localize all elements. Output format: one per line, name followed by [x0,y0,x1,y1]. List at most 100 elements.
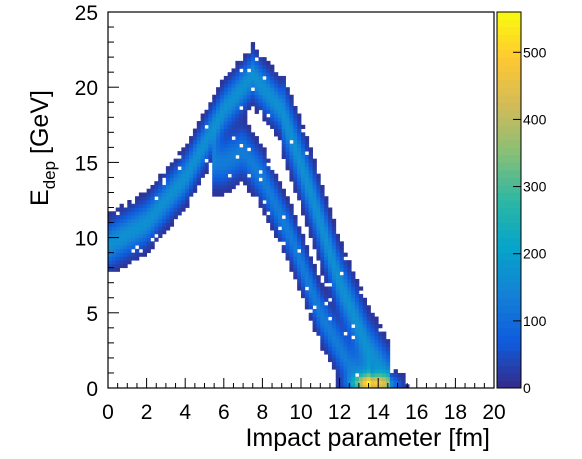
heatmap-cell [162,211,167,216]
heatmap-cell [235,109,240,114]
heatmap-cell [270,72,275,77]
heatmap-cell [243,121,248,126]
heatmap-cell [378,380,383,385]
heatmap-cell [266,121,271,126]
heatmap-cell [331,286,337,291]
heatmap-cell [177,162,182,167]
heatmap-cell [246,143,252,148]
heatmap-cell [312,162,317,167]
heatmap-cell [146,245,151,250]
heatmap-cell [169,218,175,223]
heatmap-cell [216,154,221,160]
heatmap-cell [227,184,232,190]
heatmap-cell [331,305,337,310]
heatmap-cell [370,365,375,370]
heatmap-cell [389,376,395,381]
heatmap-cell [366,380,371,385]
heatmap-cell [285,226,290,231]
heatmap-cell [266,90,271,96]
heatmap-cell [192,181,198,186]
heatmap-cell [254,169,259,175]
heatmap-cell [320,286,325,291]
heatmap-cell [235,169,240,175]
heatmap-cell [335,252,340,257]
heatmap-cell [138,211,144,216]
heatmap-cell [370,312,375,317]
heatmap-cell [339,312,344,317]
heatmap-cell [324,260,329,265]
heatmap-cell [343,297,348,302]
heatmap-cell [196,136,202,141]
heatmap-cell [173,158,178,163]
heatmap-cell [250,45,256,50]
heatmap-cell [177,158,182,163]
heatmap-cell [347,301,352,306]
heatmap-cell [227,72,232,77]
heatmap-cell [273,207,279,212]
heatmap-cell [397,384,402,389]
heatmap-cell [358,372,364,378]
heatmap-cell [262,57,267,62]
heatmap-cell [123,256,128,261]
heatmap-cell [111,263,117,269]
x-tick-label: 12 [328,401,351,424]
y-axis-title-subscript: dep [40,161,59,189]
heatmap-cell [370,335,375,340]
heatmap-cell [297,282,302,287]
heatmap-cell [316,331,321,336]
heatmap-cell [351,309,356,314]
heatmap-cell [189,154,194,160]
heatmap-cell [331,241,337,246]
heatmap-cell [239,121,244,126]
heatmap-cell [158,226,163,231]
heatmap-cell [216,121,221,126]
heatmap-cell [289,147,294,152]
heatmap-cell [111,218,117,223]
heatmap-cell [189,188,194,193]
x-tick-label: 16 [405,401,428,424]
heatmap-cell [111,248,117,254]
heatmap-cell [358,335,364,340]
heatmap-cell [308,207,313,212]
heatmap-cell [181,147,186,152]
colorbar-band [497,177,521,186]
heatmap-cell [358,339,364,344]
heatmap-cell [285,233,290,238]
heatmap-cell [119,260,124,265]
colorbar-band [497,245,521,254]
heatmap-cell [366,327,371,332]
colorbar-band [497,132,521,141]
heatmap-cell [285,230,290,235]
heatmap-cell [347,320,352,325]
heatmap-cell [297,128,302,133]
heatmap-cell [277,230,283,235]
heatmap-cell [258,196,263,201]
heatmap-cell [331,354,337,359]
heatmap-cell [312,203,317,208]
heatmap-cell [382,372,387,378]
heatmap-cell [246,57,252,62]
heatmap-cell [366,376,371,381]
heatmap-cell [177,181,182,186]
heatmap-cell [243,181,248,186]
heatmap-cell [347,312,352,317]
heatmap-cell [250,154,256,160]
heatmap-cell [115,245,120,250]
heatmap-cell [281,237,286,242]
heatmap-cell [223,169,229,175]
heatmap-cell [320,290,325,295]
heatmap-cell [196,147,202,152]
heatmap-cell [293,256,298,261]
heatmap-cell [382,335,387,340]
heatmap-cell [347,361,352,366]
y-axis-title: Edep [GeV] [26,90,59,206]
heatmap-cell [219,166,225,171]
heatmap-cell [254,162,259,167]
colorbar-band [497,357,521,366]
heatmap-cell [308,200,313,205]
heatmap-cell [108,263,113,269]
heatmap-cell [351,339,356,344]
heatmap-cell [312,278,317,284]
heatmap-cell [374,320,379,325]
heatmap-cell [239,75,244,81]
